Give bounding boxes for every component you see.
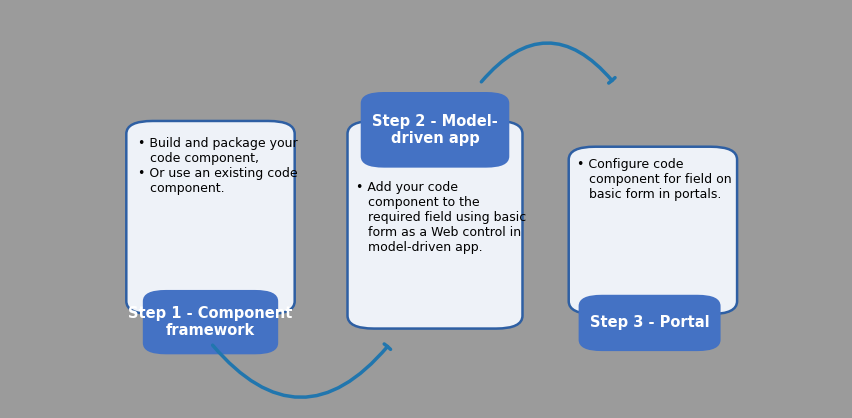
Text: • Add your code
   component to the
   required field using basic
   form as a W: • Add your code component to the require… xyxy=(356,181,527,253)
Text: Step 1 - Component
framework: Step 1 - Component framework xyxy=(129,306,293,338)
Text: • Configure code
   component for field on
   basic form in portals.: • Configure code component for field on … xyxy=(577,158,731,201)
FancyBboxPatch shape xyxy=(569,147,737,314)
Text: • Build and package your
   code component,
• Or use an existing code
   compone: • Build and package your code component,… xyxy=(138,137,298,195)
FancyBboxPatch shape xyxy=(126,121,295,314)
Text: Step 2 - Model-
driven app: Step 2 - Model- driven app xyxy=(372,114,498,146)
FancyBboxPatch shape xyxy=(360,92,509,168)
Text: Step 3 - Portal: Step 3 - Portal xyxy=(590,316,710,331)
FancyBboxPatch shape xyxy=(348,121,522,329)
FancyBboxPatch shape xyxy=(579,295,721,351)
FancyBboxPatch shape xyxy=(143,290,278,354)
